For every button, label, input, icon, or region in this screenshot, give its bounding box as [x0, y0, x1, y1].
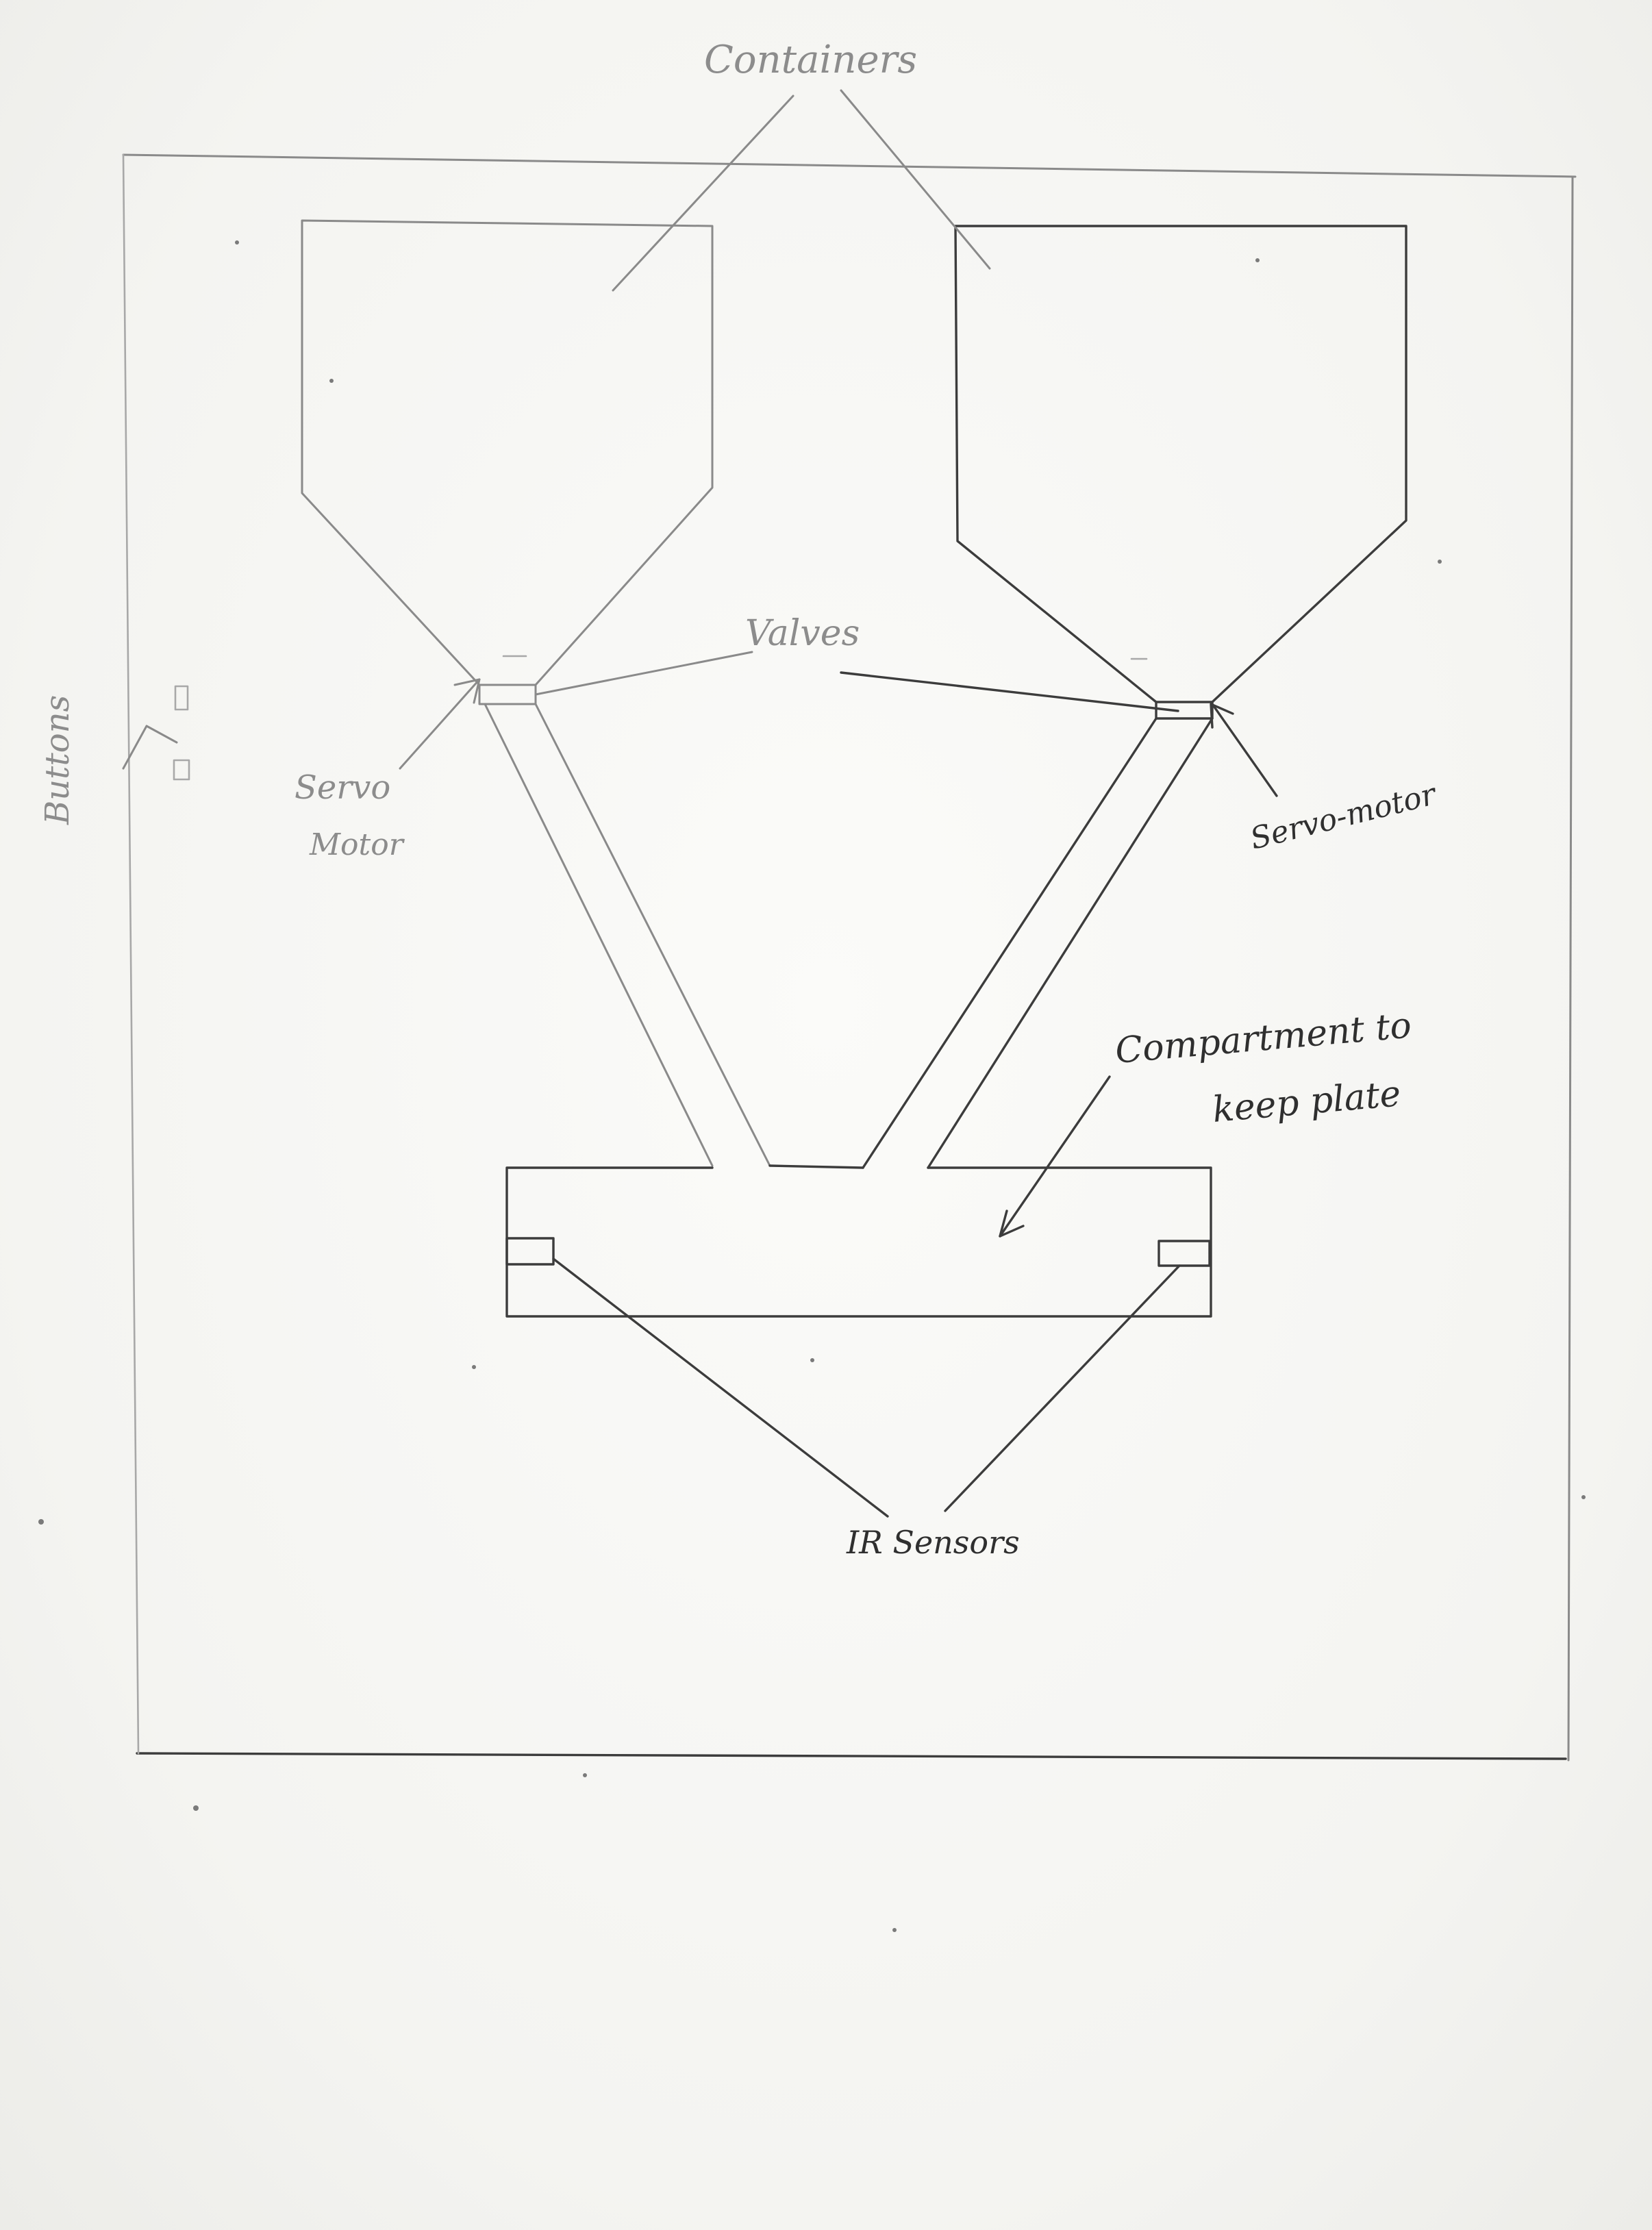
containers-leader-left — [612, 95, 794, 292]
plate-compartment — [505, 1164, 1212, 1318]
servo-left-arrowhead — [453, 678, 481, 704]
leader-lines — [122, 89, 1278, 1518]
ir-right-leader — [944, 1264, 1181, 1512]
enclosure-frame — [122, 153, 1577, 1762]
containers-label: Containers — [704, 38, 917, 82]
button-box-top — [174, 685, 189, 711]
containers-leader-right — [840, 89, 991, 270]
compartment-label-line1: Compartment to — [1114, 1005, 1413, 1072]
compartment-label-line2: keep plate — [1211, 1073, 1403, 1131]
valves-leader-left — [534, 651, 753, 696]
valves-label: Valves — [745, 613, 860, 654]
buttons — [173, 685, 190, 781]
compartment-leader — [999, 1075, 1111, 1238]
right-ir-sensor — [1157, 1240, 1211, 1267]
servo-left-label-line2: Motor — [309, 827, 405, 862]
servo-right-leader — [1211, 703, 1278, 797]
servo-left-label-line1: Servo — [295, 768, 390, 807]
left-ir-sensor — [505, 1237, 555, 1266]
left-container — [301, 219, 714, 686]
paper-specks — [38, 240, 1586, 1932]
servo-right-label: Servo-motor — [1247, 776, 1441, 856]
right-chute — [862, 717, 1214, 1169]
ir-left-leader — [552, 1257, 889, 1518]
valves-leader-right — [840, 671, 1179, 712]
ir-sensors-label: IR Sensors — [846, 1524, 1020, 1561]
servo-right-arrowhead — [1210, 703, 1234, 729]
left-chute — [484, 703, 771, 1167]
buttons-label: Buttons — [38, 695, 77, 825]
right-container — [954, 225, 1407, 703]
button-box-bottom — [173, 759, 190, 781]
compartment-arrowhead — [999, 1210, 1025, 1238]
left-valve — [478, 684, 537, 705]
buttons-leader — [122, 725, 178, 770]
servo-left-leader — [399, 678, 481, 770]
